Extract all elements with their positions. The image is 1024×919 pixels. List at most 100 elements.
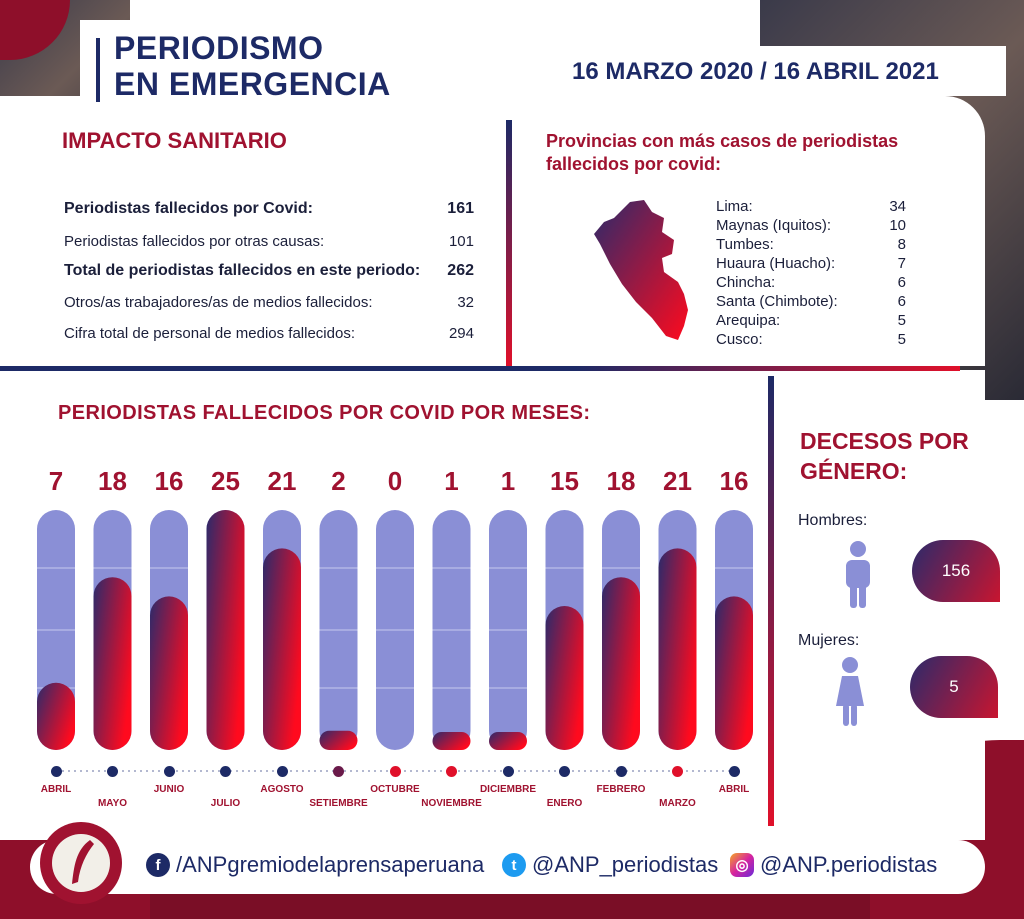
title-accent-bar xyxy=(96,38,100,102)
provincia-row: Huaura (Huacho): 7 xyxy=(716,255,906,272)
facebook-link[interactable]: f /ANPgremiodelaprensaperuana xyxy=(146,852,484,878)
provincia-name: Cusco: xyxy=(716,331,763,348)
impacto-row-label: Cifra total de personal de medios fallec… xyxy=(64,325,355,342)
provincia-name: Santa (Chimbote): xyxy=(716,293,838,310)
provincia-name: Chincha: xyxy=(716,274,776,291)
impacto-row-label: Otros/as trabajadores/as de medios falle… xyxy=(64,294,373,311)
provincia-row: Chincha: 6 xyxy=(716,274,906,291)
genero-heading-line-2: GÉNERO: xyxy=(800,458,908,484)
timeline-dot xyxy=(333,766,344,777)
twitter-icon: t xyxy=(502,853,526,877)
timeline-dot xyxy=(672,766,683,777)
provincia-value: 5 xyxy=(897,312,906,329)
provincia-row: Santa (Chimbote): 6 xyxy=(716,293,906,310)
impacto-row-value: 294 xyxy=(448,325,474,342)
provincia-row: Maynas (Iquitos): 10 xyxy=(716,217,906,234)
bar-fill xyxy=(432,732,471,750)
month-label: NOVIEMBRE xyxy=(421,798,482,809)
provincias-heading: Provincias con más casos de periodistas … xyxy=(546,131,899,174)
bar-fill xyxy=(602,577,640,750)
bar-fill xyxy=(263,548,301,750)
mujeres-count-badge: 5 xyxy=(910,656,998,718)
impacto-row-label: Periodistas fallecidos por otras causas: xyxy=(64,233,325,250)
impacto-row-label: Total de periodistas fallecidos en este … xyxy=(64,262,421,279)
instagram-icon: ◎ xyxy=(730,853,754,877)
genero-heading-line-1: DECESOS POR xyxy=(800,428,969,454)
provincia-name: Arequipa: xyxy=(716,312,781,329)
genero-heading: DECESOS POR GÉNERO: xyxy=(800,426,969,486)
month-label: ABRIL xyxy=(40,784,72,795)
facebook-handle: /ANPgremiodelaprensaperuana xyxy=(176,852,485,877)
bar-value-label: 0 xyxy=(387,466,403,496)
male-person-icon xyxy=(846,541,870,608)
provincia-value: 6 xyxy=(897,293,906,310)
title-block-bg xyxy=(80,20,400,108)
bar-fill xyxy=(93,577,132,750)
timeline-dot xyxy=(107,766,118,777)
bar-value-label: 1 xyxy=(444,466,459,496)
impacto-row-value: 161 xyxy=(447,200,474,217)
timeline-dot xyxy=(50,766,62,777)
month-label: ENERO xyxy=(546,798,583,809)
bar-value-label: 18 xyxy=(98,466,127,496)
instagram-link[interactable]: ◎ @ANP.periodistas xyxy=(730,852,937,878)
impacto-row: Cifra total de personal de medios fallec… xyxy=(64,325,474,342)
page-title: PERIODISMO EN EMERGENCIA xyxy=(114,30,391,102)
provincia-row: Cusco: 5 xyxy=(716,331,906,348)
timeline-dot xyxy=(389,766,401,777)
impacto-row-value: 32 xyxy=(457,294,474,311)
impacto-row-value: 262 xyxy=(447,262,474,279)
bar-value-label: 16 xyxy=(719,466,749,496)
twitter-link[interactable]: t @ANP_periodistas xyxy=(502,852,718,878)
bar-fill xyxy=(319,730,358,750)
month-label: JULIO xyxy=(210,798,241,809)
twitter-handle: @ANP_periodistas xyxy=(532,852,719,877)
provincia-value: 34 xyxy=(889,198,906,215)
month-label: AGOSTO xyxy=(260,784,304,795)
bar-fill xyxy=(715,596,753,750)
impacto-row: Otros/as trabajadores/as de medios falle… xyxy=(64,294,474,311)
impacto-row-label: Periodistas fallecidos por Covid: xyxy=(64,200,313,217)
month-label: FEBRERO xyxy=(596,784,646,795)
female-person-icon xyxy=(836,657,864,726)
impacto-row-value: 101 xyxy=(448,233,474,250)
bar-value-label: 25 xyxy=(211,466,240,496)
month-label: SETIEMBRE xyxy=(309,798,368,809)
title-line-1: PERIODISMO xyxy=(114,30,324,66)
provincia-value: 5 xyxy=(897,331,906,348)
provincia-value: 10 xyxy=(889,217,906,234)
mujeres-label: Mujeres: xyxy=(798,632,860,649)
month-label: MARZO xyxy=(659,798,696,809)
provincia-name: Huaura (Huacho): xyxy=(716,255,836,272)
bar-value-label: 16 xyxy=(154,466,184,496)
bar-fill xyxy=(37,682,75,750)
bar-fill xyxy=(206,510,245,750)
date-range: 16 MARZO 2020 / 16 ABRIL 2021 xyxy=(572,58,939,85)
facebook-icon: f xyxy=(146,853,170,877)
month-label: OCTUBRE xyxy=(370,784,420,795)
anp-logo xyxy=(40,822,122,904)
impacto-row: Total de periodistas fallecidos en este … xyxy=(64,262,474,280)
provincia-name: Lima: xyxy=(716,198,753,215)
bar-value-label: 1 xyxy=(500,466,516,496)
hombres-label: Hombres: xyxy=(798,512,868,529)
chart-svg xyxy=(37,510,753,772)
timeline-dot xyxy=(220,766,231,777)
impacto-row: Periodistas fallecidos por otras causas:… xyxy=(64,233,474,250)
bar-fill xyxy=(658,548,697,750)
instagram-handle: @ANP.periodistas xyxy=(760,852,938,877)
timeline-dot xyxy=(446,766,457,777)
vertical-divider-right xyxy=(768,376,774,826)
provincia-name: Tumbes: xyxy=(716,236,774,253)
provincia-name: Maynas (Iquitos): xyxy=(716,217,832,234)
peru-map-icon xyxy=(594,200,688,340)
title-line-2: EN EMERGENCIA xyxy=(114,66,391,102)
timeline-dot xyxy=(615,766,627,777)
impacto-heading: IMPACTO SANITARIO xyxy=(62,128,287,153)
timeline-dot xyxy=(276,766,288,777)
provincia-row: Lima: 34 xyxy=(716,198,906,215)
month-label: ABRIL xyxy=(718,784,750,795)
bar-value-label: 15 xyxy=(550,466,579,496)
provincia-row: Tumbes: 8 xyxy=(716,236,906,253)
bar-fill xyxy=(150,596,188,750)
